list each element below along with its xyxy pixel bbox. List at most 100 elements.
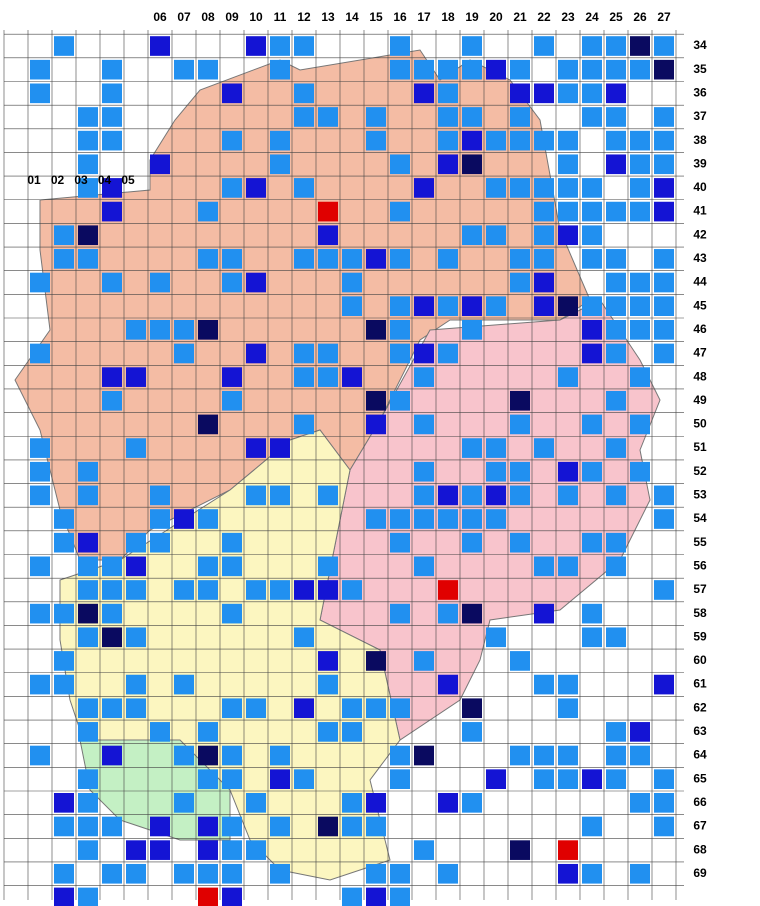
cell <box>222 840 242 860</box>
cell <box>318 225 338 246</box>
cell <box>30 745 50 766</box>
cell <box>414 343 434 364</box>
cell <box>78 627 98 648</box>
cell <box>54 603 74 624</box>
cell <box>414 840 434 860</box>
cell <box>198 320 218 340</box>
row-label: 43 <box>693 251 707 265</box>
cell <box>606 556 626 577</box>
column-label: 27 <box>657 10 671 24</box>
cell <box>30 83 50 104</box>
cell <box>654 36 674 56</box>
cell <box>654 769 674 789</box>
cell <box>606 36 626 56</box>
cell <box>486 461 506 482</box>
cell <box>390 509 410 529</box>
cell <box>126 840 146 860</box>
cell <box>438 249 458 269</box>
cell <box>270 485 290 506</box>
cell <box>78 816 98 837</box>
cell <box>366 863 386 884</box>
cell <box>630 59 650 80</box>
cell <box>462 59 482 80</box>
cell <box>54 249 74 269</box>
cell <box>102 863 122 884</box>
column-label: 06 <box>153 10 167 24</box>
cell <box>78 107 98 127</box>
row-label: 67 <box>693 819 707 833</box>
cell <box>438 793 458 813</box>
cell <box>294 83 314 104</box>
row-label: 50 <box>693 417 707 431</box>
row-label: 47 <box>693 346 707 360</box>
cell <box>582 320 602 340</box>
row-label: 36 <box>693 85 707 99</box>
cell <box>558 130 578 151</box>
cell <box>198 249 218 269</box>
cell <box>534 603 554 624</box>
cell <box>294 367 314 387</box>
cell <box>510 461 530 482</box>
cell <box>366 793 386 813</box>
cell <box>102 580 122 600</box>
cell <box>126 863 146 884</box>
cell <box>78 225 98 246</box>
cell <box>150 509 170 529</box>
cell <box>534 178 554 198</box>
cell <box>558 296 578 316</box>
cell <box>390 863 410 884</box>
cell <box>366 249 386 269</box>
cell <box>174 863 194 884</box>
labels: 06 07 08 09 10 11 12 13 14 15 16 17 18 19 20 21 22 23 24 25… <box>27 10 707 880</box>
cell <box>318 674 338 695</box>
cell <box>606 722 626 742</box>
cell <box>582 532 602 553</box>
cell <box>366 816 386 837</box>
cell <box>534 36 554 56</box>
cell <box>78 485 98 506</box>
column-label: 26 <box>633 10 647 24</box>
cell <box>270 130 290 151</box>
column-label: 19 <box>465 10 479 24</box>
cell <box>534 201 554 222</box>
column-label: 05 <box>121 173 135 187</box>
cell <box>222 249 242 269</box>
cell <box>222 603 242 624</box>
cell <box>510 130 530 151</box>
cell <box>582 178 602 198</box>
cell <box>390 887 410 906</box>
row-label: 51 <box>693 440 707 454</box>
cell <box>630 36 650 56</box>
cell <box>198 509 218 529</box>
cell <box>438 83 458 104</box>
column-label: 18 <box>441 10 455 24</box>
cell <box>558 178 578 198</box>
column-label: 03 <box>74 173 88 187</box>
cell <box>102 83 122 104</box>
cell <box>582 201 602 222</box>
row-label: 54 <box>693 511 707 525</box>
cell <box>126 674 146 695</box>
cell <box>558 461 578 482</box>
cell <box>582 59 602 80</box>
cell <box>630 201 650 222</box>
row-label: 48 <box>693 369 707 383</box>
cell <box>582 36 602 56</box>
cell <box>366 130 386 151</box>
cell <box>582 863 602 884</box>
cell <box>486 130 506 151</box>
cell <box>54 887 74 906</box>
cell <box>294 343 314 364</box>
cell <box>318 107 338 127</box>
cell <box>342 887 362 906</box>
cell <box>246 272 266 293</box>
cell <box>30 485 50 506</box>
cell <box>654 485 674 506</box>
cell <box>438 509 458 529</box>
cell <box>366 320 386 340</box>
row-label: 60 <box>693 653 707 667</box>
column-label: 20 <box>489 10 503 24</box>
row-label: 63 <box>693 724 707 738</box>
cell <box>486 225 506 246</box>
